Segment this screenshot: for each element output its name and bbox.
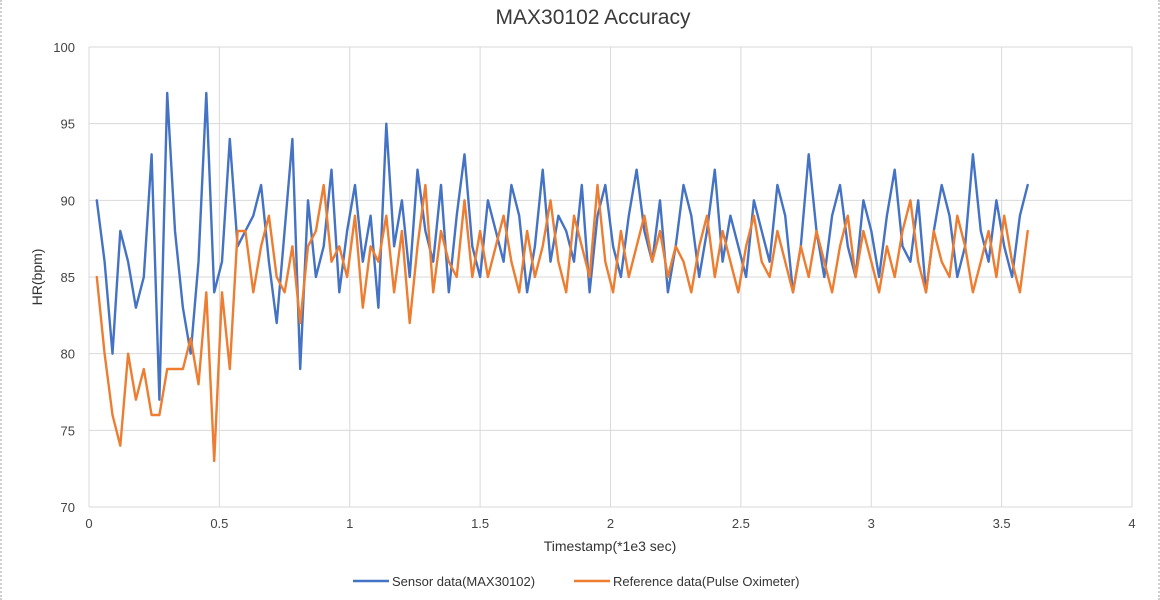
x-tick-label-3: 1.5 xyxy=(471,516,489,531)
y-tick-label-2: 80 xyxy=(61,347,75,362)
x-tick-label-4: 2 xyxy=(607,516,614,531)
y-axis-label: HR(bpm) xyxy=(29,249,45,306)
y-tick-labels: 70 75 80 85 90 95 100 xyxy=(53,40,75,515)
chart-title: MAX30102 Accuracy xyxy=(496,6,691,29)
x-tick-label-6: 3 xyxy=(868,516,875,531)
legend-label-reference: Reference data(Pulse Oximeter) xyxy=(613,574,799,589)
x-tick-label-1: 0.5 xyxy=(210,516,228,531)
legend: Sensor data(MAX30102) Reference data(Pul… xyxy=(353,574,799,589)
x-tick-label-7: 3.5 xyxy=(993,516,1011,531)
grid xyxy=(88,46,1133,508)
y-tick-label-0: 70 xyxy=(61,500,75,515)
legend-label-sensor: Sensor data(MAX30102) xyxy=(392,574,535,589)
y-tick-label-3: 85 xyxy=(61,270,75,285)
series-line-0 xyxy=(95,91,1029,401)
series-line-1 xyxy=(95,183,1029,463)
x-tick-labels: 0 0.5 1 1.5 2 2.5 3 3.5 4 xyxy=(85,516,1135,531)
x-tick-label-0: 0 xyxy=(85,516,92,531)
series-lines xyxy=(95,91,1029,463)
y-tick-label-1: 75 xyxy=(61,423,75,438)
x-tick-label-2: 1 xyxy=(346,516,353,531)
x-tick-label-8: 4 xyxy=(1128,516,1135,531)
y-tick-label-5: 95 xyxy=(61,117,75,132)
y-tick-label-6: 100 xyxy=(53,40,75,55)
x-axis-label: Timestamp(*1e3 sec) xyxy=(544,538,677,554)
y-tick-label-4: 90 xyxy=(61,193,75,208)
x-tick-label-5: 2.5 xyxy=(732,516,750,531)
